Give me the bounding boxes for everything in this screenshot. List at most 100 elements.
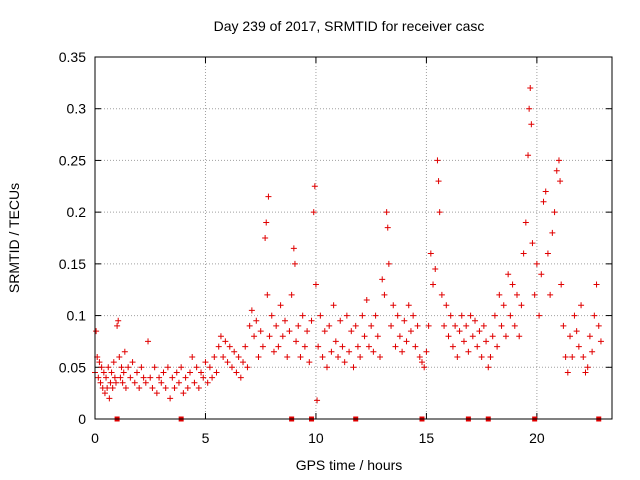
- data-point: [540, 198, 547, 205]
- data-point: [235, 353, 242, 360]
- data-point: [301, 343, 308, 350]
- data-point: [463, 322, 470, 329]
- data-point: [209, 374, 216, 381]
- data-point: [133, 369, 140, 376]
- data-point: [399, 348, 406, 355]
- data-point: [255, 353, 262, 360]
- data-point: [390, 302, 397, 309]
- data-point: [321, 328, 328, 335]
- data-point: [240, 359, 247, 366]
- data-point: [435, 178, 442, 185]
- data-point: [361, 333, 368, 340]
- data-point: [595, 322, 602, 329]
- data-point: [403, 338, 410, 345]
- data-point: [580, 353, 587, 360]
- data-point: [359, 312, 366, 319]
- data-point: [215, 343, 222, 350]
- data-point: [474, 343, 481, 350]
- data-point: [502, 333, 509, 340]
- data-point: [531, 291, 538, 298]
- data-point: [162, 384, 169, 391]
- data-point: [410, 312, 417, 319]
- data-point: [374, 333, 381, 340]
- data-point: [136, 384, 143, 391]
- data-point: [469, 333, 476, 340]
- data-point: [522, 219, 529, 226]
- data-point: [295, 322, 302, 329]
- data-point: [339, 343, 346, 350]
- data-point: [122, 384, 129, 391]
- x-tick-label: 15: [419, 430, 435, 446]
- data-point: [372, 312, 379, 319]
- data-point: [476, 328, 483, 335]
- data-point: [414, 322, 421, 329]
- data-point: [299, 312, 306, 319]
- data-point: [549, 229, 556, 236]
- data-point: [149, 384, 156, 391]
- data-point: [140, 374, 147, 381]
- data-point: [244, 364, 251, 371]
- data-point: [233, 369, 240, 376]
- data-point: [412, 343, 419, 350]
- data-point: [407, 328, 414, 335]
- y-tick-label: 0.3: [67, 101, 87, 117]
- data-point: [263, 219, 270, 226]
- data-point: [306, 359, 313, 366]
- data-point: [191, 379, 198, 386]
- data-point: [311, 183, 318, 190]
- data-point: [116, 353, 123, 360]
- data-point: [388, 322, 395, 329]
- data-point: [427, 250, 434, 257]
- data-point: [323, 364, 330, 371]
- data-point: [593, 281, 600, 288]
- data-point: [164, 364, 171, 371]
- data-point: [330, 302, 337, 309]
- data-point: [319, 353, 326, 360]
- data-point: [290, 245, 297, 252]
- data-point: [246, 322, 253, 329]
- data-point: [120, 369, 127, 376]
- data-point: [480, 322, 487, 329]
- data-point: [310, 209, 317, 216]
- data-point: [505, 271, 512, 278]
- data-point: [441, 322, 448, 329]
- data-point: [478, 353, 485, 360]
- data-point: [445, 333, 452, 340]
- data-point: [472, 317, 479, 324]
- data-point: [275, 343, 282, 350]
- data-point: [454, 353, 461, 360]
- data-point: [496, 291, 503, 298]
- data-point: [365, 343, 372, 350]
- data-point: [291, 260, 298, 267]
- data-point: [156, 374, 163, 381]
- data-point: [114, 322, 121, 329]
- data-point: [288, 291, 295, 298]
- data-point: [211, 353, 218, 360]
- data-point: [509, 281, 516, 288]
- data-point: [178, 364, 185, 371]
- data-point: [578, 302, 585, 309]
- data-point: [528, 121, 535, 128]
- data-point: [529, 240, 536, 247]
- data-point: [180, 390, 187, 397]
- data-point: [383, 209, 390, 216]
- data-point: [354, 343, 361, 350]
- data-point: [582, 369, 589, 376]
- data-point: [226, 343, 233, 350]
- data-points: [92, 85, 604, 422]
- data-point: [425, 322, 432, 329]
- data-point: [536, 312, 543, 319]
- plot-frame: [94, 56, 613, 420]
- data-point: [108, 369, 115, 376]
- data-point: [381, 291, 388, 298]
- data-point: [184, 384, 191, 391]
- data-point: [127, 374, 134, 381]
- data-point: [449, 343, 456, 350]
- data-point: [436, 209, 443, 216]
- data-point: [564, 369, 571, 376]
- data-point: [526, 105, 533, 112]
- data-point: [279, 333, 286, 340]
- data-point: [237, 374, 244, 381]
- data-point: [597, 338, 604, 345]
- data-point: [350, 364, 357, 371]
